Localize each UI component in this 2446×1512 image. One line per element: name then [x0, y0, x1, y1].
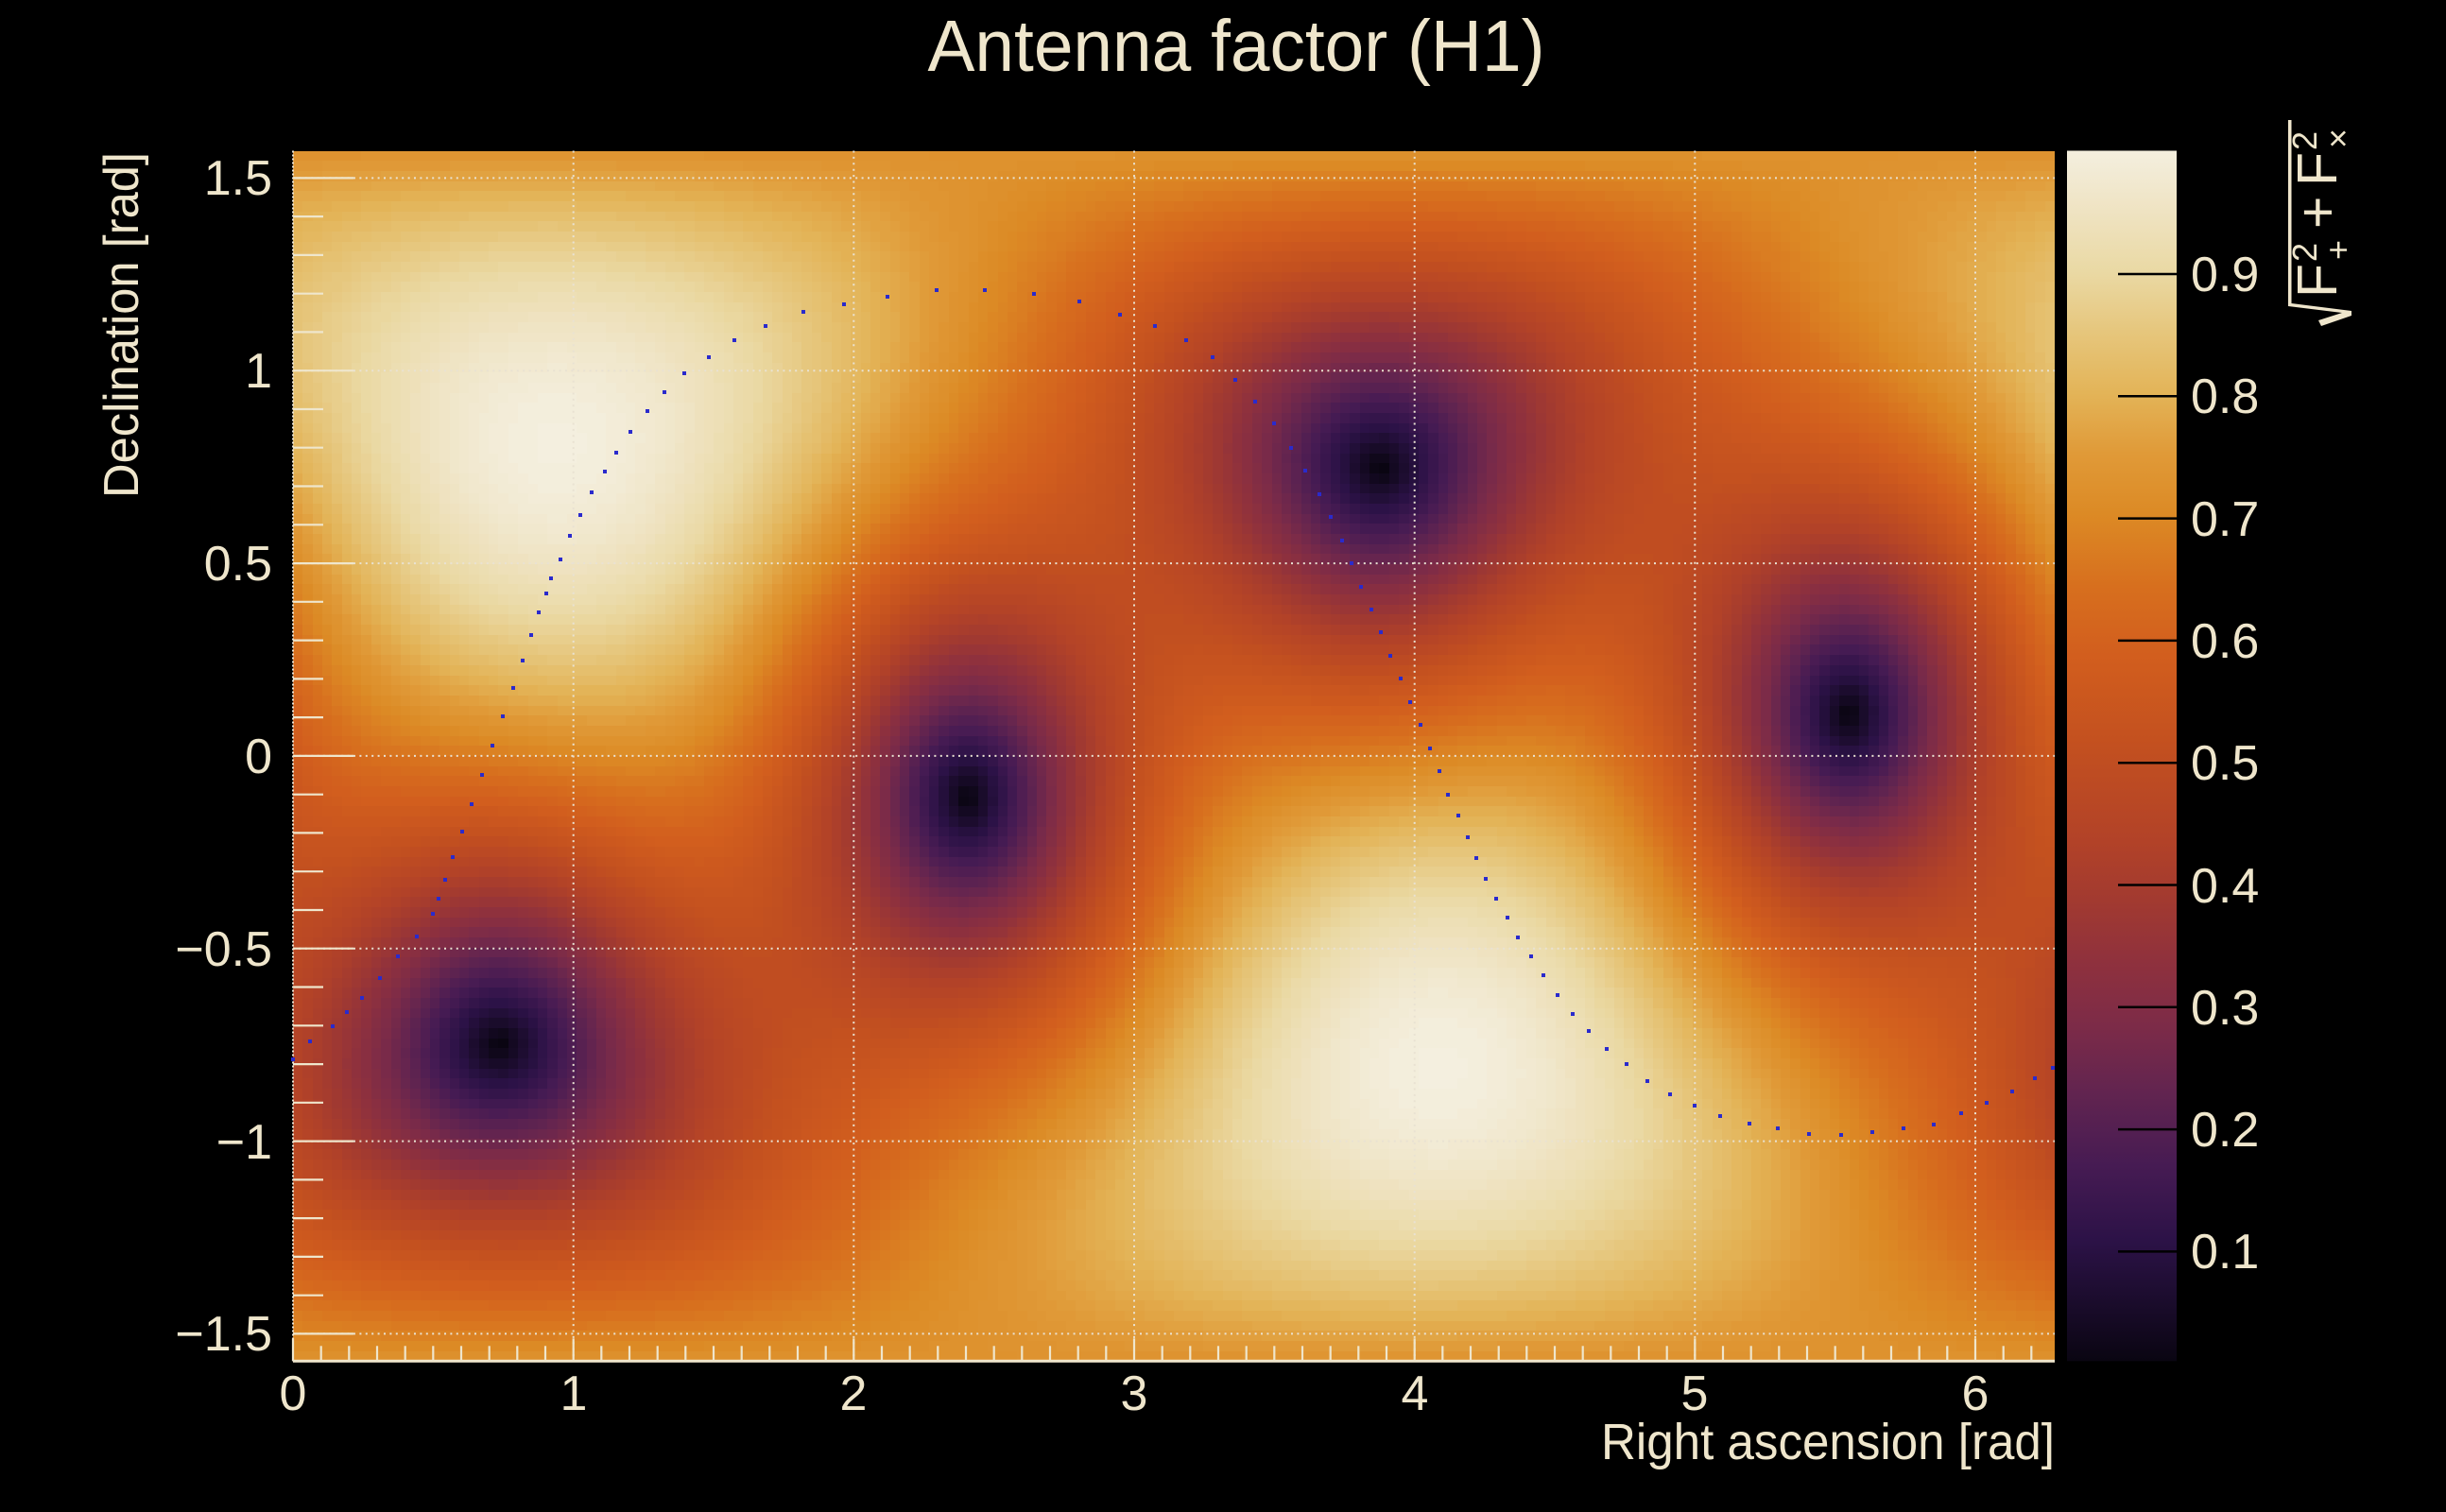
svg-text:1.5: 1.5 — [204, 151, 272, 206]
svg-text:0.4: 0.4 — [2191, 859, 2259, 914]
svg-text:4: 4 — [1402, 1366, 1429, 1421]
svg-text:F: F — [2286, 152, 2349, 186]
svg-text:0.7: 0.7 — [2191, 492, 2259, 547]
svg-text:6: 6 — [1962, 1366, 1990, 1421]
svg-text:2: 2 — [840, 1366, 868, 1421]
svg-text:5: 5 — [1681, 1366, 1709, 1421]
svg-text:−0.5: −0.5 — [175, 922, 272, 977]
svg-text:Right ascension [rad]: Right ascension [rad] — [1601, 1414, 2055, 1470]
svg-text:−1.5: −1.5 — [175, 1307, 272, 1362]
svg-text:0.5: 0.5 — [2191, 736, 2259, 791]
svg-text:Antenna factor (H1): Antenna factor (H1) — [928, 6, 1545, 87]
svg-text:0.5: 0.5 — [204, 537, 272, 592]
svg-text:0.8: 0.8 — [2191, 369, 2259, 424]
svg-text:×: × — [2318, 129, 2357, 148]
svg-text:2: 2 — [2285, 243, 2324, 262]
svg-text:+: + — [2318, 240, 2357, 260]
svg-text:3: 3 — [1121, 1366, 1148, 1421]
svg-text:0.6: 0.6 — [2191, 614, 2259, 669]
svg-text:−1: −1 — [216, 1115, 272, 1170]
svg-text:0.2: 0.2 — [2191, 1103, 2259, 1158]
svg-text:0.1: 0.1 — [2191, 1225, 2259, 1280]
svg-text:0: 0 — [245, 730, 272, 784]
svg-text:0.9: 0.9 — [2191, 248, 2259, 302]
svg-text:0: 0 — [280, 1366, 307, 1421]
svg-text:+: + — [2286, 197, 2349, 229]
svg-text:F: F — [2286, 264, 2349, 298]
svg-text:1: 1 — [245, 344, 272, 399]
svg-text:2: 2 — [2285, 131, 2324, 150]
svg-text:1: 1 — [560, 1366, 588, 1421]
svg-text:0.3: 0.3 — [2191, 981, 2259, 1036]
svg-text:Declination [rad]: Declination [rad] — [95, 152, 149, 498]
